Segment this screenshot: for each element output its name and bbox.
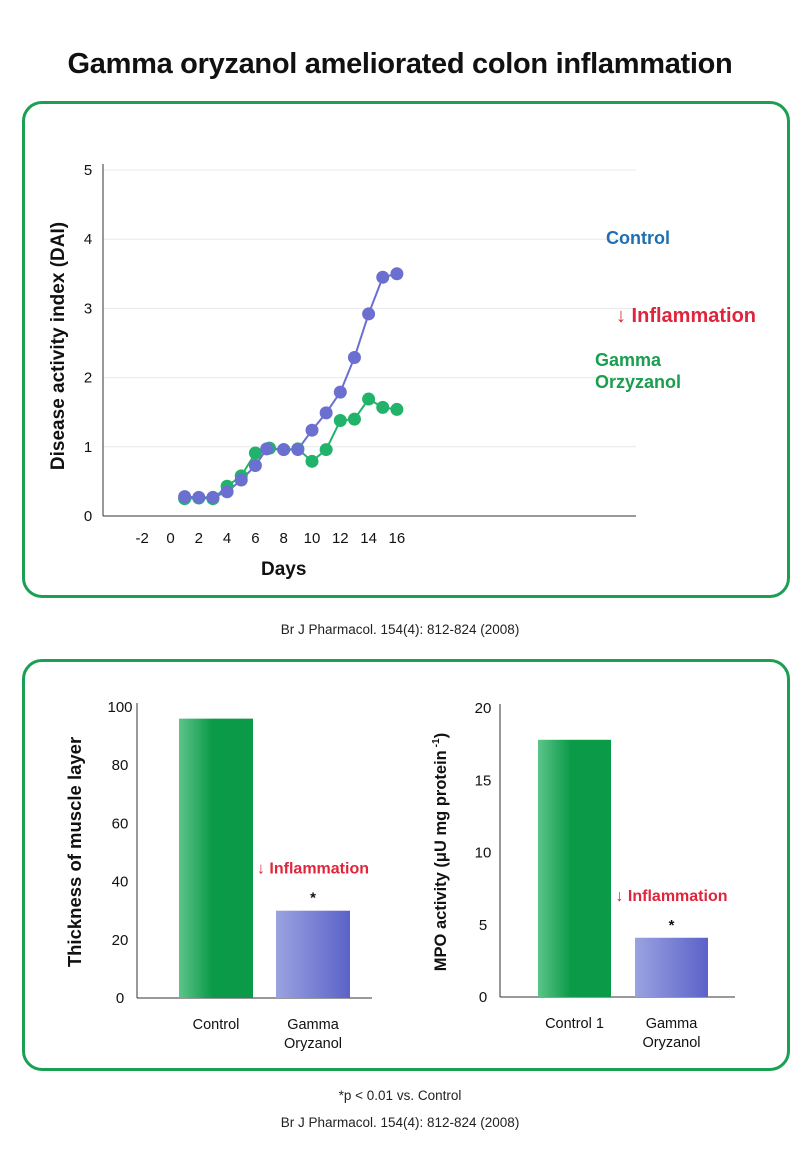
muscle-chart-category-label: Gamma bbox=[287, 1017, 340, 1033]
line-point-control bbox=[260, 442, 274, 456]
line-point-control bbox=[362, 307, 376, 321]
line-point-control bbox=[192, 490, 206, 504]
page-title: Gamma oryzanol ameliorated colon inflamm… bbox=[67, 48, 733, 80]
line-chart-x-tick-label: -2 bbox=[136, 530, 149, 547]
line-chart-x-tick-label: 14 bbox=[360, 530, 377, 547]
line-point-gamma bbox=[376, 400, 390, 414]
muscle-chart-y-tick-label: 60 bbox=[112, 815, 129, 832]
mpo-chart-y-tick-label: 0 bbox=[479, 989, 487, 1006]
mpo-chart-y-tick-label: 10 bbox=[475, 845, 492, 862]
line-point-gamma bbox=[362, 392, 376, 406]
line-chart-x-tick-label: 6 bbox=[251, 530, 259, 547]
line-chart-x-tick-label: 4 bbox=[223, 530, 231, 547]
line-chart-x-axis-label: Days bbox=[261, 559, 306, 580]
line-chart-y-tick-label: 5 bbox=[84, 162, 92, 179]
bar-charts-panel bbox=[22, 659, 790, 1071]
line-series-control bbox=[184, 272, 398, 499]
muscle-chart-y-tick-label: 80 bbox=[112, 757, 129, 774]
mpo-chart-significance-mark: * bbox=[669, 917, 675, 934]
muscle-chart-y-tick-label: 40 bbox=[112, 874, 129, 891]
line-point-control bbox=[319, 406, 333, 420]
line-point-gamma bbox=[347, 412, 361, 426]
muscle-chart-significance-mark: * bbox=[310, 890, 316, 907]
inflammation-annotation: ↓ Inflammation bbox=[616, 305, 756, 327]
line-point-control bbox=[291, 443, 305, 457]
series-label-control: Control bbox=[606, 228, 670, 248]
muscle-chart-y-tick-label: 100 bbox=[107, 699, 132, 716]
series-label-gamma-line2: Orzyzanol bbox=[595, 372, 681, 392]
line-point-control bbox=[206, 490, 220, 504]
line-point-gamma bbox=[305, 454, 319, 468]
line-point-control bbox=[305, 423, 319, 437]
line-chart-x-tick-label: 12 bbox=[332, 530, 349, 547]
line-chart-panel bbox=[22, 101, 790, 598]
mpo-chart-y-tick-label: 5 bbox=[479, 917, 487, 934]
mpo-chart-bar-gamma bbox=[635, 937, 708, 997]
line-point-control bbox=[277, 443, 291, 457]
line-point-control bbox=[333, 385, 347, 399]
significance-footnote: *p < 0.01 vs. Control bbox=[338, 1088, 462, 1103]
line-chart-y-tick-label: 2 bbox=[84, 370, 92, 387]
line-point-control bbox=[390, 267, 404, 281]
line-point-gamma bbox=[248, 446, 262, 460]
line-point-control bbox=[248, 458, 262, 472]
line-chart-y-tick-label: 0 bbox=[84, 508, 92, 525]
muscle-chart-inflammation-annotation: ↓ Inflammation bbox=[257, 861, 369, 878]
line-chart-x-tick-label: 8 bbox=[280, 530, 288, 547]
line-point-gamma bbox=[319, 443, 333, 457]
line-point-control bbox=[220, 485, 234, 499]
muscle-chart-y-axis-label: Thickness of muscle layer bbox=[64, 737, 85, 967]
line-chart-y-tick-label: 4 bbox=[84, 231, 92, 248]
line-chart-y-tick-label: 1 bbox=[84, 439, 92, 456]
mpo-chart-inflammation-annotation: ↓ Inflammation bbox=[615, 888, 727, 905]
series-label-gamma-line1: Gamma bbox=[595, 350, 662, 370]
line-point-control bbox=[234, 473, 248, 487]
line-chart-y-axis-label: Disease activity index (DAI) bbox=[48, 222, 69, 470]
line-point-gamma bbox=[333, 414, 347, 428]
muscle-chart-y-tick-label: 0 bbox=[116, 990, 124, 1007]
line-point-gamma bbox=[390, 402, 404, 416]
line-chart-x-tick-label: 0 bbox=[166, 530, 174, 547]
reference-bottom: Br J Pharmacol. 154(4): 812-824 (2008) bbox=[280, 1115, 520, 1130]
line-chart-x-tick-label: 2 bbox=[195, 530, 203, 547]
mpo-chart-y-tick-label: 20 bbox=[475, 700, 492, 717]
reference-top: Br J Pharmacol. 154(4): 812-824 (2008) bbox=[280, 622, 520, 637]
muscle-chart-y-tick-label: 20 bbox=[112, 932, 129, 949]
mpo-chart-bar-control bbox=[538, 739, 611, 997]
line-point-control bbox=[178, 490, 192, 504]
muscle-chart-bar-control bbox=[179, 718, 253, 998]
muscle-chart-category-label: Oryzanol bbox=[284, 1036, 342, 1052]
muscle-chart-bar-gamma bbox=[276, 910, 350, 998]
mpo-chart-y-axis-label: MPO activity (μU mg protein -1) bbox=[431, 733, 450, 971]
line-point-control bbox=[376, 270, 390, 284]
mpo-chart-category-label: Oryzanol bbox=[642, 1035, 700, 1051]
line-chart-x-tick-label: 10 bbox=[304, 530, 321, 547]
mpo-chart-category-label: Control 1 bbox=[545, 1016, 604, 1032]
line-chart-y-tick-label: 3 bbox=[84, 300, 92, 317]
mpo-chart-y-tick-label: 15 bbox=[475, 772, 492, 789]
muscle-chart-category-label: Control bbox=[193, 1017, 240, 1033]
line-point-control bbox=[347, 351, 361, 365]
mpo-chart-category-label: Gamma bbox=[646, 1016, 699, 1032]
line-chart-x-tick-label: 16 bbox=[389, 530, 406, 547]
